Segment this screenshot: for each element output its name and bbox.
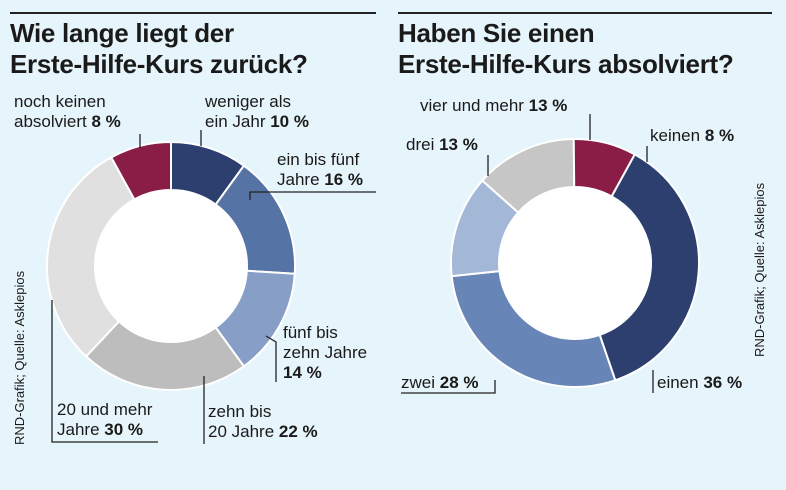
source-credit-left: RND-Grafik; Quelle: Asklepios — [12, 270, 27, 445]
chart2-value-vier-und-mehr: 13 % — [528, 96, 568, 115]
chart2-label-einen: einen 36 % — [657, 373, 743, 392]
chart2-label-vier-und-mehr: vier und mehr 13 % — [420, 96, 568, 115]
title-rule-left — [10, 12, 376, 14]
title-rule-right — [398, 12, 772, 14]
chart2-title: Haben Sie einen Erste-Hilfe-Kurs absolvi… — [398, 18, 734, 80]
chart2-label-keinen: keinen 8 % — [650, 126, 735, 145]
chart2-label-zwei: zwei 28 % — [401, 373, 479, 392]
chart1-label-noch-keinen-absolviert: noch keinen absolviert 8 % — [14, 92, 121, 131]
chart1-value-weniger-als-ein-jahr: 10 % — [270, 112, 309, 131]
source-credit-right: RND-Grafik; Quelle: Asklepios — [752, 182, 767, 357]
chart1-slice-noch-keinen-absolviert — [109, 140, 172, 201]
chart1-slice-20-und-mehr-jahre — [46, 155, 136, 358]
chart2-value-keinen: 8 % — [704, 126, 735, 145]
chart2-title-line-1: Haben Sie einen — [398, 18, 595, 48]
chart2-label-drei: drei 13 % — [406, 135, 478, 154]
chart1-title-line-1: Wie lange liegt der — [10, 18, 234, 48]
chart1-value-noch-keinen-absolviert: 8 % — [91, 112, 121, 131]
chart1-label-zehn-bis-20-jahre: zehn bis 20 Jahre 22 % — [208, 402, 318, 441]
chart2-slice-zwei — [450, 269, 617, 388]
chart1-donut-hole — [96, 191, 246, 341]
chart1-value-fuenf-bis-zehn-jahre: 14 % — [283, 363, 322, 382]
chart1-label-20-und-mehr-jahre: 20 und mehr Jahre 30 % — [57, 400, 153, 439]
chart2-donut-hole — [500, 188, 650, 338]
chart1-leader-ein-bis-fuenf-jahre — [249, 191, 376, 200]
chart1-label-weniger-als-ein-jahr: weniger als ein Jahr 10 % — [205, 92, 309, 131]
chart1-label-ein-bis-fuenf-jahre: ein bis fünf Jahre 16 % — [277, 150, 364, 189]
chart1-value-ein-bis-fuenf-jahre: 16 % — [324, 170, 364, 189]
chart2-leader-zwei — [401, 380, 496, 394]
chart1-leader-fuenf-bis-zehn-jahre — [265, 335, 277, 382]
chart1-title: Wie lange liegt der Erste-Hilfe-Kurs zur… — [10, 18, 308, 80]
chart2-title-line-2: Erste-Hilfe-Kurs absolviert? — [398, 49, 734, 79]
chart1-label-fuenf-bis-zehn-jahre: fünf bis zehn Jahre 14 % — [283, 323, 368, 382]
chart2-value-einen: 36 % — [703, 373, 743, 392]
chart1-title-line-2: Erste-Hilfe-Kurs zurück? — [10, 49, 308, 79]
chart1-value-zehn-bis-20-jahre: 22 % — [278, 422, 318, 441]
chart1-leader-20-und-mehr-jahre — [51, 300, 158, 443]
chart2-value-drei: 13 % — [439, 135, 478, 154]
chart1-value-20-und-mehr-jahre: 30 % — [104, 420, 144, 439]
chart2-slice-einen — [598, 152, 700, 382]
chart2-value-zwei: 28 % — [439, 373, 479, 392]
chart2-slice-keinen — [572, 138, 637, 198]
